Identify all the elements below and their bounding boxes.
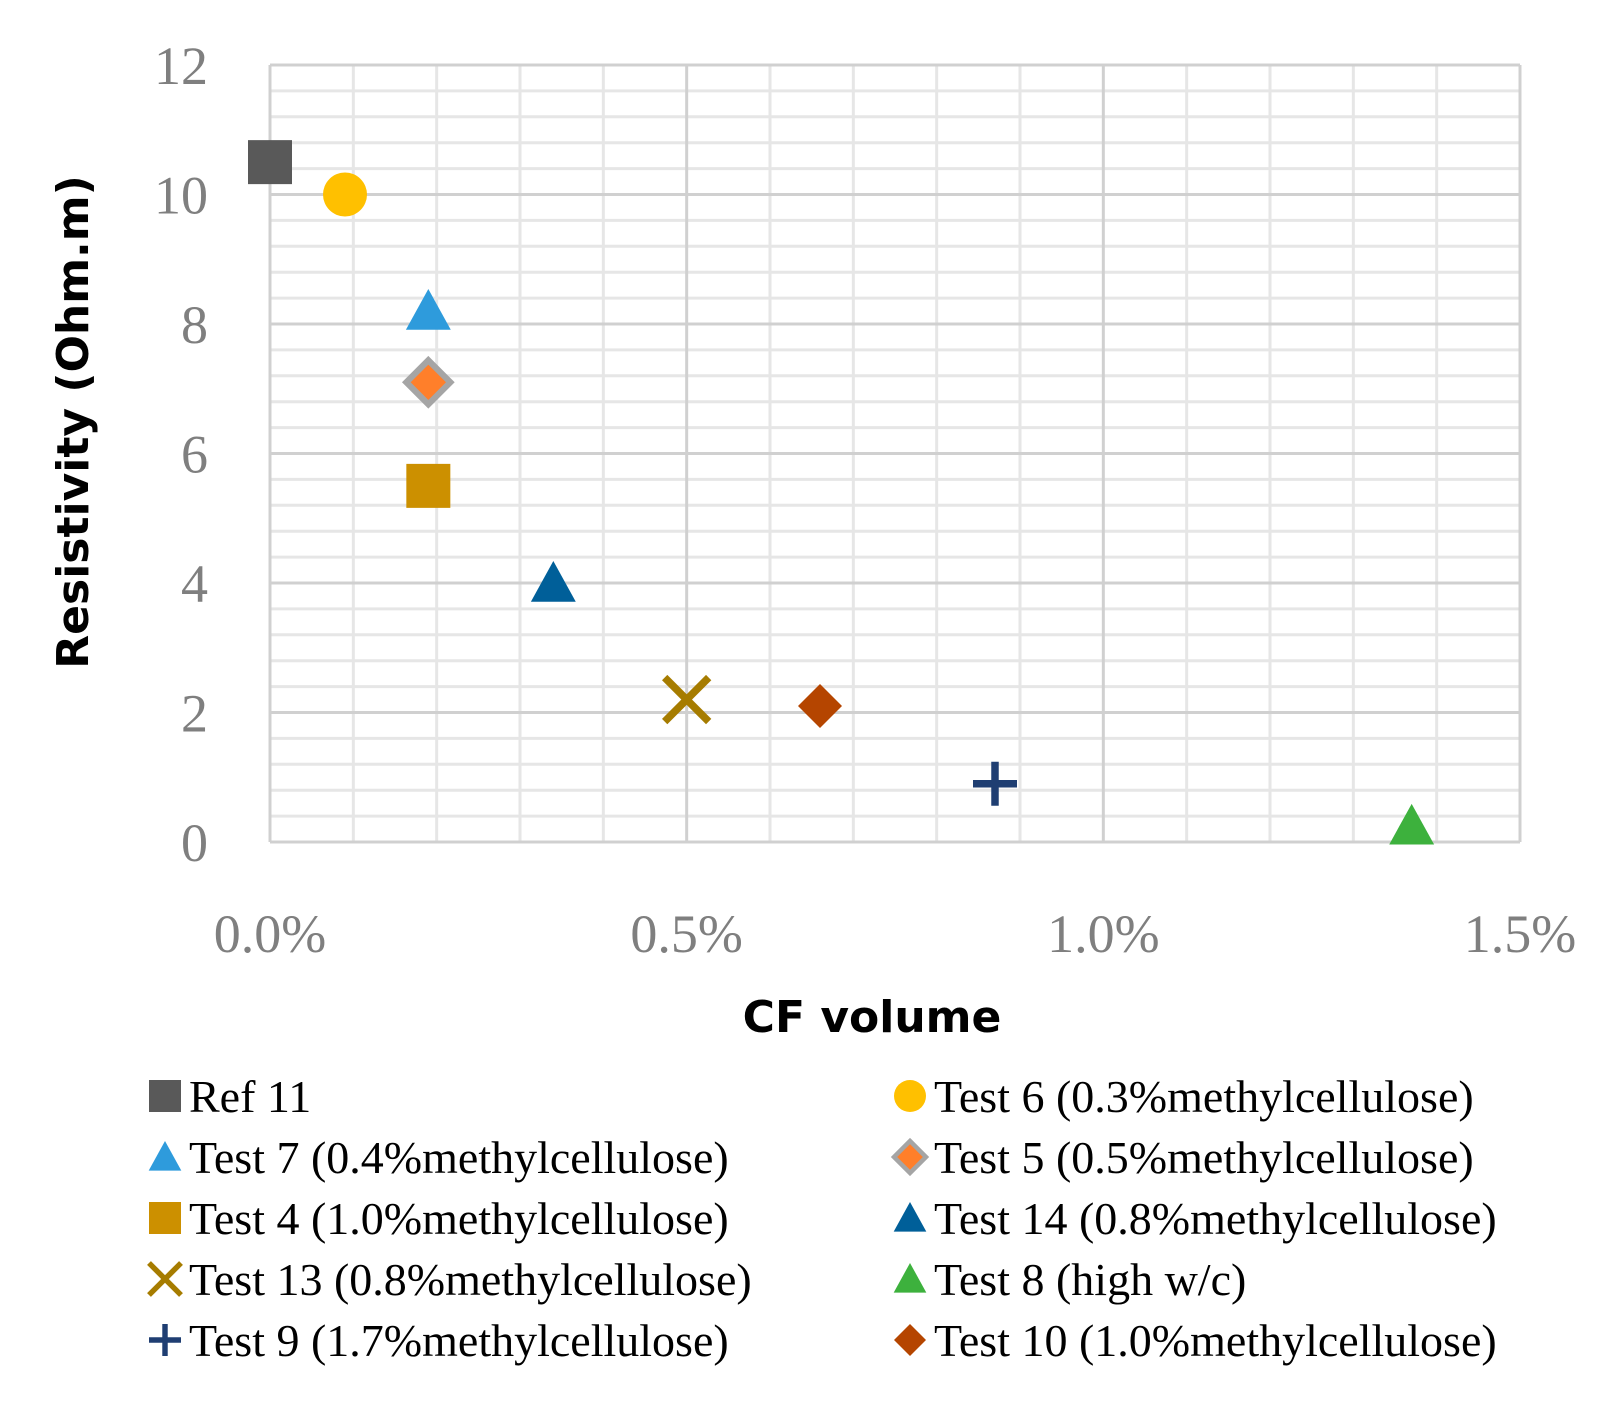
data-point: [662, 674, 712, 725]
y-tick-label: 10: [154, 166, 208, 226]
y-axis-title: Resistivity (Ohm.m): [48, 175, 99, 668]
legend: Ref 11 Test 6 (0.3%methylcellulose) Test 7…: [147, 1071, 1497, 1366]
data-point: [530, 561, 576, 602]
x-tick-label: 1.5%: [1464, 904, 1576, 964]
legend-label: Test 6 (0.3%methylcellulose): [934, 1071, 1474, 1122]
legend-marker: [893, 1202, 927, 1232]
legend-item: Test 6 (0.3%methylcellulose): [894, 1071, 1474, 1122]
legend-label: Test 14 (0.8%methylcellulose): [934, 1193, 1497, 1244]
legend-item: Test 14 (0.8%methylcellulose): [893, 1193, 1497, 1244]
y-axis-tick-labels: 0 2 4 6 8 10 12: [154, 36, 208, 873]
legend-item: Test 13 (0.8%methylcellulose): [147, 1254, 752, 1305]
x-tick-label: 0.5%: [630, 904, 742, 964]
legend-label: Ref 11: [189, 1071, 311, 1122]
legend-label: Test 4 (1.0%methylcellulose): [189, 1193, 729, 1244]
data-point: [323, 172, 367, 217]
legend-label: Test 5 (0.5%methylcellulose): [934, 1132, 1474, 1183]
legend-item: Test 7 (0.4%methylcellulose): [148, 1132, 729, 1183]
y-tick-label: 0: [181, 813, 208, 873]
legend-label: Test 10 (1.0%methylcellulose): [934, 1315, 1497, 1366]
legend-label: Test 9 (1.7%methylcellulose): [189, 1315, 729, 1366]
data-point: [405, 289, 451, 330]
y-tick-label: 4: [181, 554, 208, 614]
data-point: [248, 140, 292, 185]
y-tick-label: 12: [154, 36, 208, 96]
data-point: [973, 761, 1017, 806]
legend-item: Ref 11: [149, 1071, 311, 1122]
legend-item: Test 10 (1.0%methylcellulose): [894, 1315, 1497, 1366]
legend-marker: [894, 1324, 926, 1356]
y-tick-label: 2: [181, 684, 208, 744]
x-axis-tick-labels: 0.0% 0.5% 1.0% 1.5%: [214, 904, 1576, 964]
data-point: [401, 355, 455, 409]
legend-item: Test 4 (1.0%methylcellulose): [149, 1193, 729, 1244]
data-points: [248, 140, 1435, 845]
major-gridlines: [268, 63, 1522, 844]
data-point: [798, 684, 842, 729]
y-tick-label: 6: [181, 425, 208, 485]
legend-marker: [149, 1324, 181, 1356]
legend-label: Test 8 (high w/c): [934, 1254, 1246, 1305]
x-tick-label: 1.0%: [1047, 904, 1159, 964]
x-axis-title: CF volume: [743, 992, 1002, 1043]
data-point: [406, 463, 451, 508]
x-tick-label: 0.0%: [214, 904, 326, 964]
legend-item: Test 9 (1.7%methylcellulose): [149, 1315, 729, 1366]
legend-item: Test 8 (high w/c): [893, 1254, 1246, 1305]
legend-marker: [149, 1080, 181, 1112]
legend-item: Test 5 (0.5%methylcellulose): [890, 1132, 1474, 1183]
legend-label: Test 13 (0.8%methylcellulose): [189, 1254, 752, 1305]
data-point: [1389, 803, 1435, 845]
legend-marker: [149, 1202, 181, 1234]
legend-marker: [148, 1141, 182, 1171]
legend-marker: [890, 1137, 930, 1177]
legend-marker: [893, 1263, 927, 1293]
legend-marker: [894, 1080, 926, 1112]
legend-marker: [147, 1261, 183, 1297]
y-tick-label: 8: [181, 295, 208, 355]
legend-label: Test 7 (0.4%methylcellulose): [189, 1132, 729, 1183]
